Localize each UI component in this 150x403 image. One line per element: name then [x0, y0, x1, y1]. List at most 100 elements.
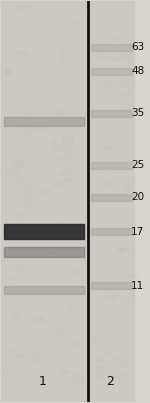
- Bar: [63, 176, 71, 179]
- Bar: [61, 369, 66, 374]
- Bar: [24, 197, 30, 205]
- Bar: [106, 296, 114, 299]
- Bar: [4, 286, 84, 293]
- Bar: [38, 78, 43, 84]
- Bar: [91, 44, 132, 51]
- Bar: [18, 157, 29, 160]
- Bar: [106, 84, 113, 87]
- Bar: [127, 295, 135, 300]
- Bar: [58, 172, 64, 175]
- Bar: [4, 224, 84, 239]
- Bar: [119, 78, 127, 84]
- Bar: [74, 268, 79, 275]
- Bar: [108, 148, 116, 151]
- Text: 48: 48: [131, 66, 144, 77]
- Bar: [108, 315, 113, 319]
- Bar: [10, 350, 15, 352]
- Bar: [16, 51, 24, 54]
- Bar: [127, 47, 130, 49]
- Bar: [91, 282, 132, 289]
- Bar: [90, 1, 134, 402]
- Bar: [54, 156, 64, 159]
- Bar: [6, 68, 9, 73]
- Bar: [67, 304, 72, 310]
- Bar: [103, 145, 111, 149]
- Bar: [54, 143, 58, 150]
- Bar: [122, 92, 131, 94]
- Bar: [102, 164, 109, 168]
- Bar: [23, 127, 30, 132]
- Text: 11: 11: [131, 280, 144, 291]
- Bar: [45, 214, 51, 216]
- Text: 2: 2: [106, 375, 114, 388]
- Bar: [14, 266, 20, 270]
- Bar: [4, 117, 84, 126]
- Bar: [129, 274, 139, 277]
- Text: 17: 17: [131, 226, 144, 237]
- Bar: [97, 374, 103, 379]
- Bar: [112, 357, 120, 361]
- Bar: [5, 71, 10, 74]
- Bar: [91, 110, 132, 117]
- Bar: [51, 139, 55, 142]
- Bar: [95, 366, 104, 370]
- Bar: [116, 249, 120, 254]
- Bar: [75, 11, 83, 17]
- Bar: [126, 184, 132, 188]
- Bar: [111, 292, 119, 296]
- Bar: [70, 231, 77, 235]
- Bar: [31, 354, 39, 361]
- Bar: [55, 108, 64, 115]
- Bar: [5, 167, 17, 174]
- Bar: [91, 228, 132, 235]
- Bar: [118, 374, 125, 376]
- Bar: [120, 104, 126, 108]
- Bar: [73, 374, 83, 380]
- Bar: [121, 52, 128, 56]
- Bar: [118, 248, 127, 251]
- Bar: [61, 312, 64, 314]
- Bar: [62, 136, 73, 143]
- Bar: [36, 318, 45, 322]
- Bar: [67, 342, 71, 347]
- Bar: [41, 127, 45, 129]
- Bar: [98, 49, 104, 54]
- Bar: [114, 66, 121, 71]
- Text: 63: 63: [131, 42, 144, 52]
- Bar: [48, 249, 51, 253]
- Bar: [53, 331, 60, 335]
- Bar: [102, 351, 110, 353]
- Bar: [106, 182, 110, 184]
- Bar: [17, 179, 20, 182]
- Bar: [112, 56, 122, 60]
- Text: 35: 35: [131, 108, 144, 118]
- Bar: [20, 52, 29, 54]
- Bar: [33, 122, 40, 129]
- Bar: [25, 187, 34, 195]
- Bar: [24, 113, 33, 118]
- Bar: [68, 21, 79, 24]
- Bar: [63, 168, 74, 174]
- Text: 1: 1: [39, 375, 46, 388]
- Bar: [112, 165, 119, 169]
- Bar: [121, 361, 126, 366]
- Bar: [106, 182, 111, 186]
- Bar: [9, 276, 16, 279]
- Bar: [57, 222, 61, 229]
- Bar: [16, 229, 26, 233]
- Bar: [13, 161, 24, 166]
- Bar: [69, 290, 79, 294]
- Bar: [65, 149, 71, 155]
- Bar: [65, 179, 75, 181]
- Bar: [118, 248, 125, 251]
- Text: 20: 20: [131, 193, 144, 202]
- Bar: [99, 56, 108, 58]
- Bar: [79, 291, 89, 293]
- Bar: [20, 212, 23, 219]
- Bar: [15, 110, 19, 112]
- Bar: [115, 48, 122, 52]
- Bar: [124, 60, 132, 63]
- Bar: [91, 338, 100, 340]
- Bar: [13, 315, 19, 318]
- Bar: [15, 353, 23, 357]
